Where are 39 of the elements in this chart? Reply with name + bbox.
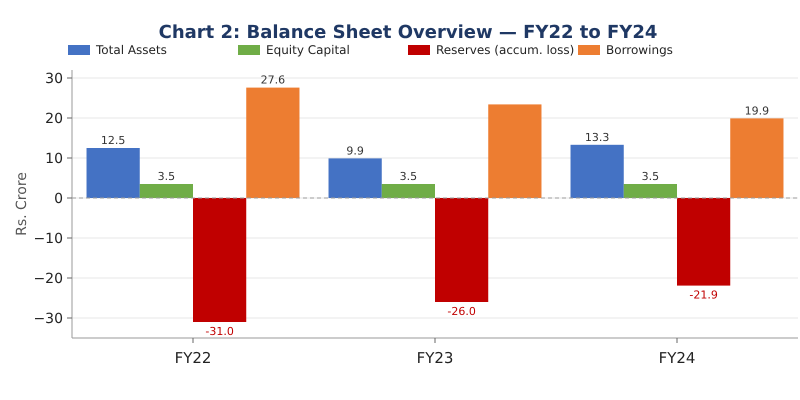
bar — [624, 184, 677, 198]
legend-label: Total Assets — [95, 43, 167, 57]
x-tick-label: FY23 — [416, 349, 454, 367]
bar — [140, 184, 193, 198]
data-label: 19.9 — [744, 104, 770, 118]
bar — [328, 158, 382, 198]
data-label: -26.0 — [447, 305, 476, 318]
bar — [246, 88, 300, 198]
x-tick-label: FY22 — [174, 349, 212, 367]
bar — [730, 118, 784, 198]
bar — [570, 144, 624, 198]
bar — [488, 104, 542, 198]
y-tick-label: −20 — [33, 270, 63, 287]
bar — [382, 184, 435, 198]
y-tick-label: −30 — [33, 310, 63, 327]
data-label: -31.0 — [205, 325, 234, 338]
chart-title: Chart 2: Balance Sheet Overview — FY22 to FY24 — [158, 22, 658, 43]
y-tick-label: −10 — [33, 230, 63, 247]
bar — [435, 198, 488, 302]
data-label: 3.5 — [642, 170, 660, 183]
data-label: -21.9 — [689, 288, 718, 302]
y-axis-title: Rs. Crore — [14, 172, 30, 236]
bar — [677, 198, 730, 286]
data-label: 12.5 — [100, 134, 126, 147]
data-label: 3.5 — [400, 170, 418, 183]
data-label: 9.9 — [346, 144, 364, 158]
data-label: 13.3 — [584, 130, 610, 144]
y-tick-label: 10 — [45, 150, 63, 167]
legend-label: Borrowings — [606, 43, 673, 57]
legend-label: Equity Capital — [266, 43, 350, 57]
bar — [193, 198, 246, 322]
legend-label: Reserves (accum. loss) — [436, 43, 574, 57]
y-tick-label: 20 — [45, 110, 63, 127]
y-tick-label: 30 — [45, 70, 63, 87]
y-tick-label: 0 — [54, 190, 63, 207]
bar — [86, 148, 140, 198]
x-tick-label: FY24 — [658, 349, 696, 367]
data-label: 27.6 — [260, 74, 286, 87]
data-label: 3.5 — [158, 170, 176, 183]
